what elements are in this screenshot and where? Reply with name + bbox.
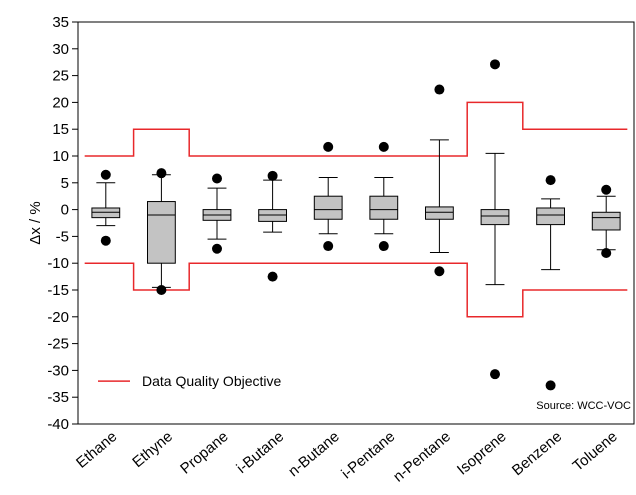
box-iqr [91, 207, 121, 219]
y-tick-label: -40 [47, 416, 69, 433]
category-label: Ethane [73, 428, 120, 472]
y-tick-label: 30 [52, 41, 69, 58]
category-label: Isoprene [454, 428, 510, 479]
category-label: i-Butane [233, 428, 287, 477]
box-benzene [536, 175, 566, 391]
y-axis-title: Δx / % [27, 201, 44, 244]
outlier-point [434, 84, 445, 95]
outlier-point [601, 184, 612, 195]
category-label: Toluene [570, 428, 621, 475]
outlier-point [267, 271, 278, 282]
box-iqr [369, 195, 399, 220]
box-iqr [536, 207, 566, 226]
source-label: Source: WCC-VOC [536, 400, 631, 412]
box-iqr [313, 195, 343, 220]
dqo-layer [84, 101, 628, 318]
y-tick-label: -15 [47, 282, 69, 299]
category-label: n-Butane [285, 428, 343, 480]
y-tick-label: 20 [52, 94, 69, 111]
y-tick-label: 0 [61, 202, 69, 219]
category-label: Benzene [509, 428, 565, 479]
y-tick-label: 10 [52, 148, 69, 165]
outlier-point [156, 285, 167, 295]
tick-layer: 35 30 25 20 15 10 5 0 -5 -10 -15 -20 -25 -30 -35 -40 [47, 14, 78, 433]
category-label: Ethyne [129, 428, 176, 471]
y-tick-label: -35 [47, 389, 69, 406]
y-tick-label: -30 [47, 362, 69, 379]
outlier-point [100, 235, 111, 246]
box-iqr [147, 201, 176, 264]
outlier-point [601, 248, 612, 259]
box-propane [202, 173, 232, 254]
outlier-point [323, 141, 334, 152]
y-tick-label: 5 [61, 175, 69, 192]
box-iqr [480, 209, 510, 226]
y-tick-label: 25 [52, 68, 69, 85]
outlier-point [545, 380, 556, 391]
box-toluene [591, 184, 621, 259]
category-label: Propane [177, 428, 231, 477]
category-label: i-Pentane [338, 428, 398, 482]
y-tick-label: -20 [47, 309, 69, 326]
outlier-point [434, 266, 445, 277]
y-tick-label: 35 [52, 14, 69, 31]
y-tick-label: -10 [47, 255, 69, 272]
box-isoprene [480, 59, 510, 380]
outlier-point [378, 141, 389, 152]
box-i-pentane [369, 141, 399, 252]
outlier-point [156, 168, 167, 179]
box-layer [91, 59, 621, 391]
box-iqr [258, 209, 288, 222]
plot-frame [77, 21, 635, 425]
box-ethyne [147, 168, 176, 295]
y-tick-label: -5 [56, 228, 69, 245]
category-label: n-Pentane [390, 428, 454, 486]
box-n-pentane [425, 84, 454, 277]
y-tick-label: 15 [52, 121, 69, 138]
outlier-point [100, 169, 111, 180]
box-i-butane [258, 170, 288, 282]
outlier-point [212, 243, 222, 254]
box-iqr [591, 211, 621, 231]
outlier-point [212, 173, 222, 184]
outlier-point [323, 241, 334, 252]
outlier-point [545, 175, 556, 186]
dqo-lower-line [84, 262, 628, 318]
box-iqr [425, 206, 454, 220]
y-tick-label: -25 [47, 336, 69, 353]
outlier-point [490, 59, 500, 70]
box-ethane [91, 169, 121, 246]
category-label-layer: Ethane Ethyne Propane i-Butanen-Butanei-Pen… [73, 428, 621, 486]
outlier-point [378, 241, 389, 252]
legend: Data Quality Objective [98, 373, 281, 389]
box-n-butane [313, 141, 343, 252]
outlier-point [267, 170, 278, 181]
outlier-point [490, 369, 500, 380]
dqo-upper-line [84, 101, 628, 157]
legend-label: Data Quality Objective [142, 373, 281, 389]
